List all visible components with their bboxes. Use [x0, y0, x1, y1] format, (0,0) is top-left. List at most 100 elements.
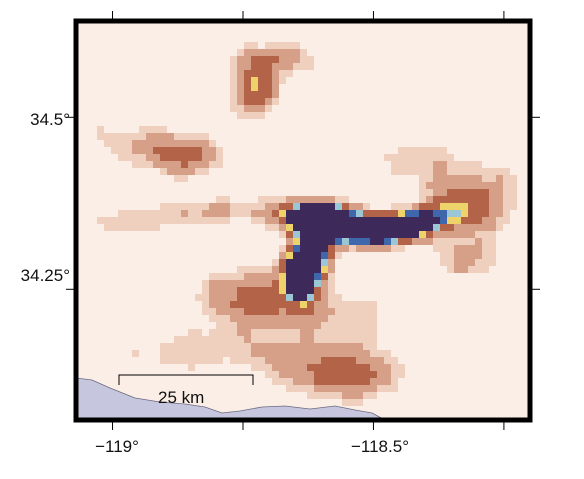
- y-tick-label-34-5: 34.5°: [30, 110, 70, 129]
- raster-cell: [307, 56, 314, 63]
- raster-cell: [272, 42, 279, 49]
- raster-cell: [265, 273, 272, 280]
- raster-cell: [104, 217, 111, 224]
- raster-cell: [412, 161, 419, 168]
- raster-cell: [307, 245, 314, 252]
- raster-cell: [475, 210, 482, 217]
- raster-cell: [279, 77, 286, 84]
- raster-cell: [209, 315, 216, 322]
- raster-cell: [419, 147, 426, 154]
- raster-cell: [202, 210, 209, 217]
- raster-cell: [307, 343, 314, 350]
- raster-cell: [475, 203, 482, 210]
- raster-cell: [265, 336, 272, 343]
- raster-cell: [202, 147, 209, 154]
- raster-cell: [118, 210, 125, 217]
- raster-cell: [489, 245, 496, 252]
- raster-cell: [461, 182, 468, 189]
- raster-cell: [440, 238, 447, 245]
- raster-cell: [461, 203, 468, 210]
- raster-cell: [335, 196, 342, 203]
- raster-cell: [300, 245, 307, 252]
- raster-cell: [391, 217, 398, 224]
- raster-cell: [216, 287, 223, 294]
- raster-cell: [237, 343, 244, 350]
- raster-cell: [321, 280, 328, 287]
- raster-cell: [181, 161, 188, 168]
- raster-cell: [461, 196, 468, 203]
- raster-cell: [335, 301, 342, 308]
- raster-cell: [293, 294, 300, 301]
- raster-cell: [307, 280, 314, 287]
- raster-cell: [461, 259, 468, 266]
- raster-cell: [223, 350, 230, 357]
- raster-cell: [370, 385, 377, 392]
- raster-cell: [398, 161, 405, 168]
- raster-cell: [426, 203, 433, 210]
- raster-cell: [510, 182, 517, 189]
- raster-cell: [181, 175, 188, 182]
- raster-cell: [342, 231, 349, 238]
- raster-cell: [461, 245, 468, 252]
- raster-cell: [216, 210, 223, 217]
- raster-cell: [216, 196, 223, 203]
- raster-cell: [223, 210, 230, 217]
- raster-cell: [216, 217, 223, 224]
- raster-cell: [475, 259, 482, 266]
- raster-cell: [356, 385, 363, 392]
- raster-cell: [447, 259, 454, 266]
- raster-cell: [321, 329, 328, 336]
- raster-cell: [370, 245, 377, 252]
- raster-cell: [202, 343, 209, 350]
- raster-cell: [300, 308, 307, 315]
- raster-cell: [307, 231, 314, 238]
- raster-cell: [356, 378, 363, 385]
- raster-cell: [468, 210, 475, 217]
- raster-cell: [139, 224, 146, 231]
- raster-cell: [139, 140, 146, 147]
- raster-cell: [251, 315, 258, 322]
- raster-cell: [223, 336, 230, 343]
- raster-cell: [468, 238, 475, 245]
- raster-cell: [258, 315, 265, 322]
- raster-cell: [265, 301, 272, 308]
- raster-cell: [237, 350, 244, 357]
- raster-cell: [230, 308, 237, 315]
- raster-cell: [265, 350, 272, 357]
- raster-cell: [314, 224, 321, 231]
- raster-cell: [132, 161, 139, 168]
- raster-cell: [356, 392, 363, 399]
- raster-cell: [433, 161, 440, 168]
- raster-cell: [258, 84, 265, 91]
- raster-cell: [482, 203, 489, 210]
- raster-cell: [300, 259, 307, 266]
- raster-cell: [475, 231, 482, 238]
- raster-cell: [251, 42, 258, 49]
- raster-cell: [440, 147, 447, 154]
- raster-cell: [489, 238, 496, 245]
- raster-cell: [300, 315, 307, 322]
- raster-cell: [153, 210, 160, 217]
- raster-cell: [251, 210, 258, 217]
- raster-cell: [321, 315, 328, 322]
- raster-cell: [307, 378, 314, 385]
- raster-cell: [202, 308, 209, 315]
- raster-cell: [307, 266, 314, 273]
- raster-cell: [251, 56, 258, 63]
- raster-cell: [230, 210, 237, 217]
- raster-cell: [510, 189, 517, 196]
- raster-cell: [279, 329, 286, 336]
- raster-cell: [244, 42, 251, 49]
- raster-cell: [482, 182, 489, 189]
- raster-cell: [384, 378, 391, 385]
- raster-cell: [230, 343, 237, 350]
- raster-cell: [356, 308, 363, 315]
- raster-cell: [265, 77, 272, 84]
- raster-cell: [125, 140, 132, 147]
- intensity-raster: [97, 42, 517, 406]
- raster-cell: [321, 357, 328, 364]
- raster-cell: [160, 357, 167, 364]
- raster-cell: [167, 147, 174, 154]
- raster-cell: [300, 336, 307, 343]
- raster-cell: [342, 357, 349, 364]
